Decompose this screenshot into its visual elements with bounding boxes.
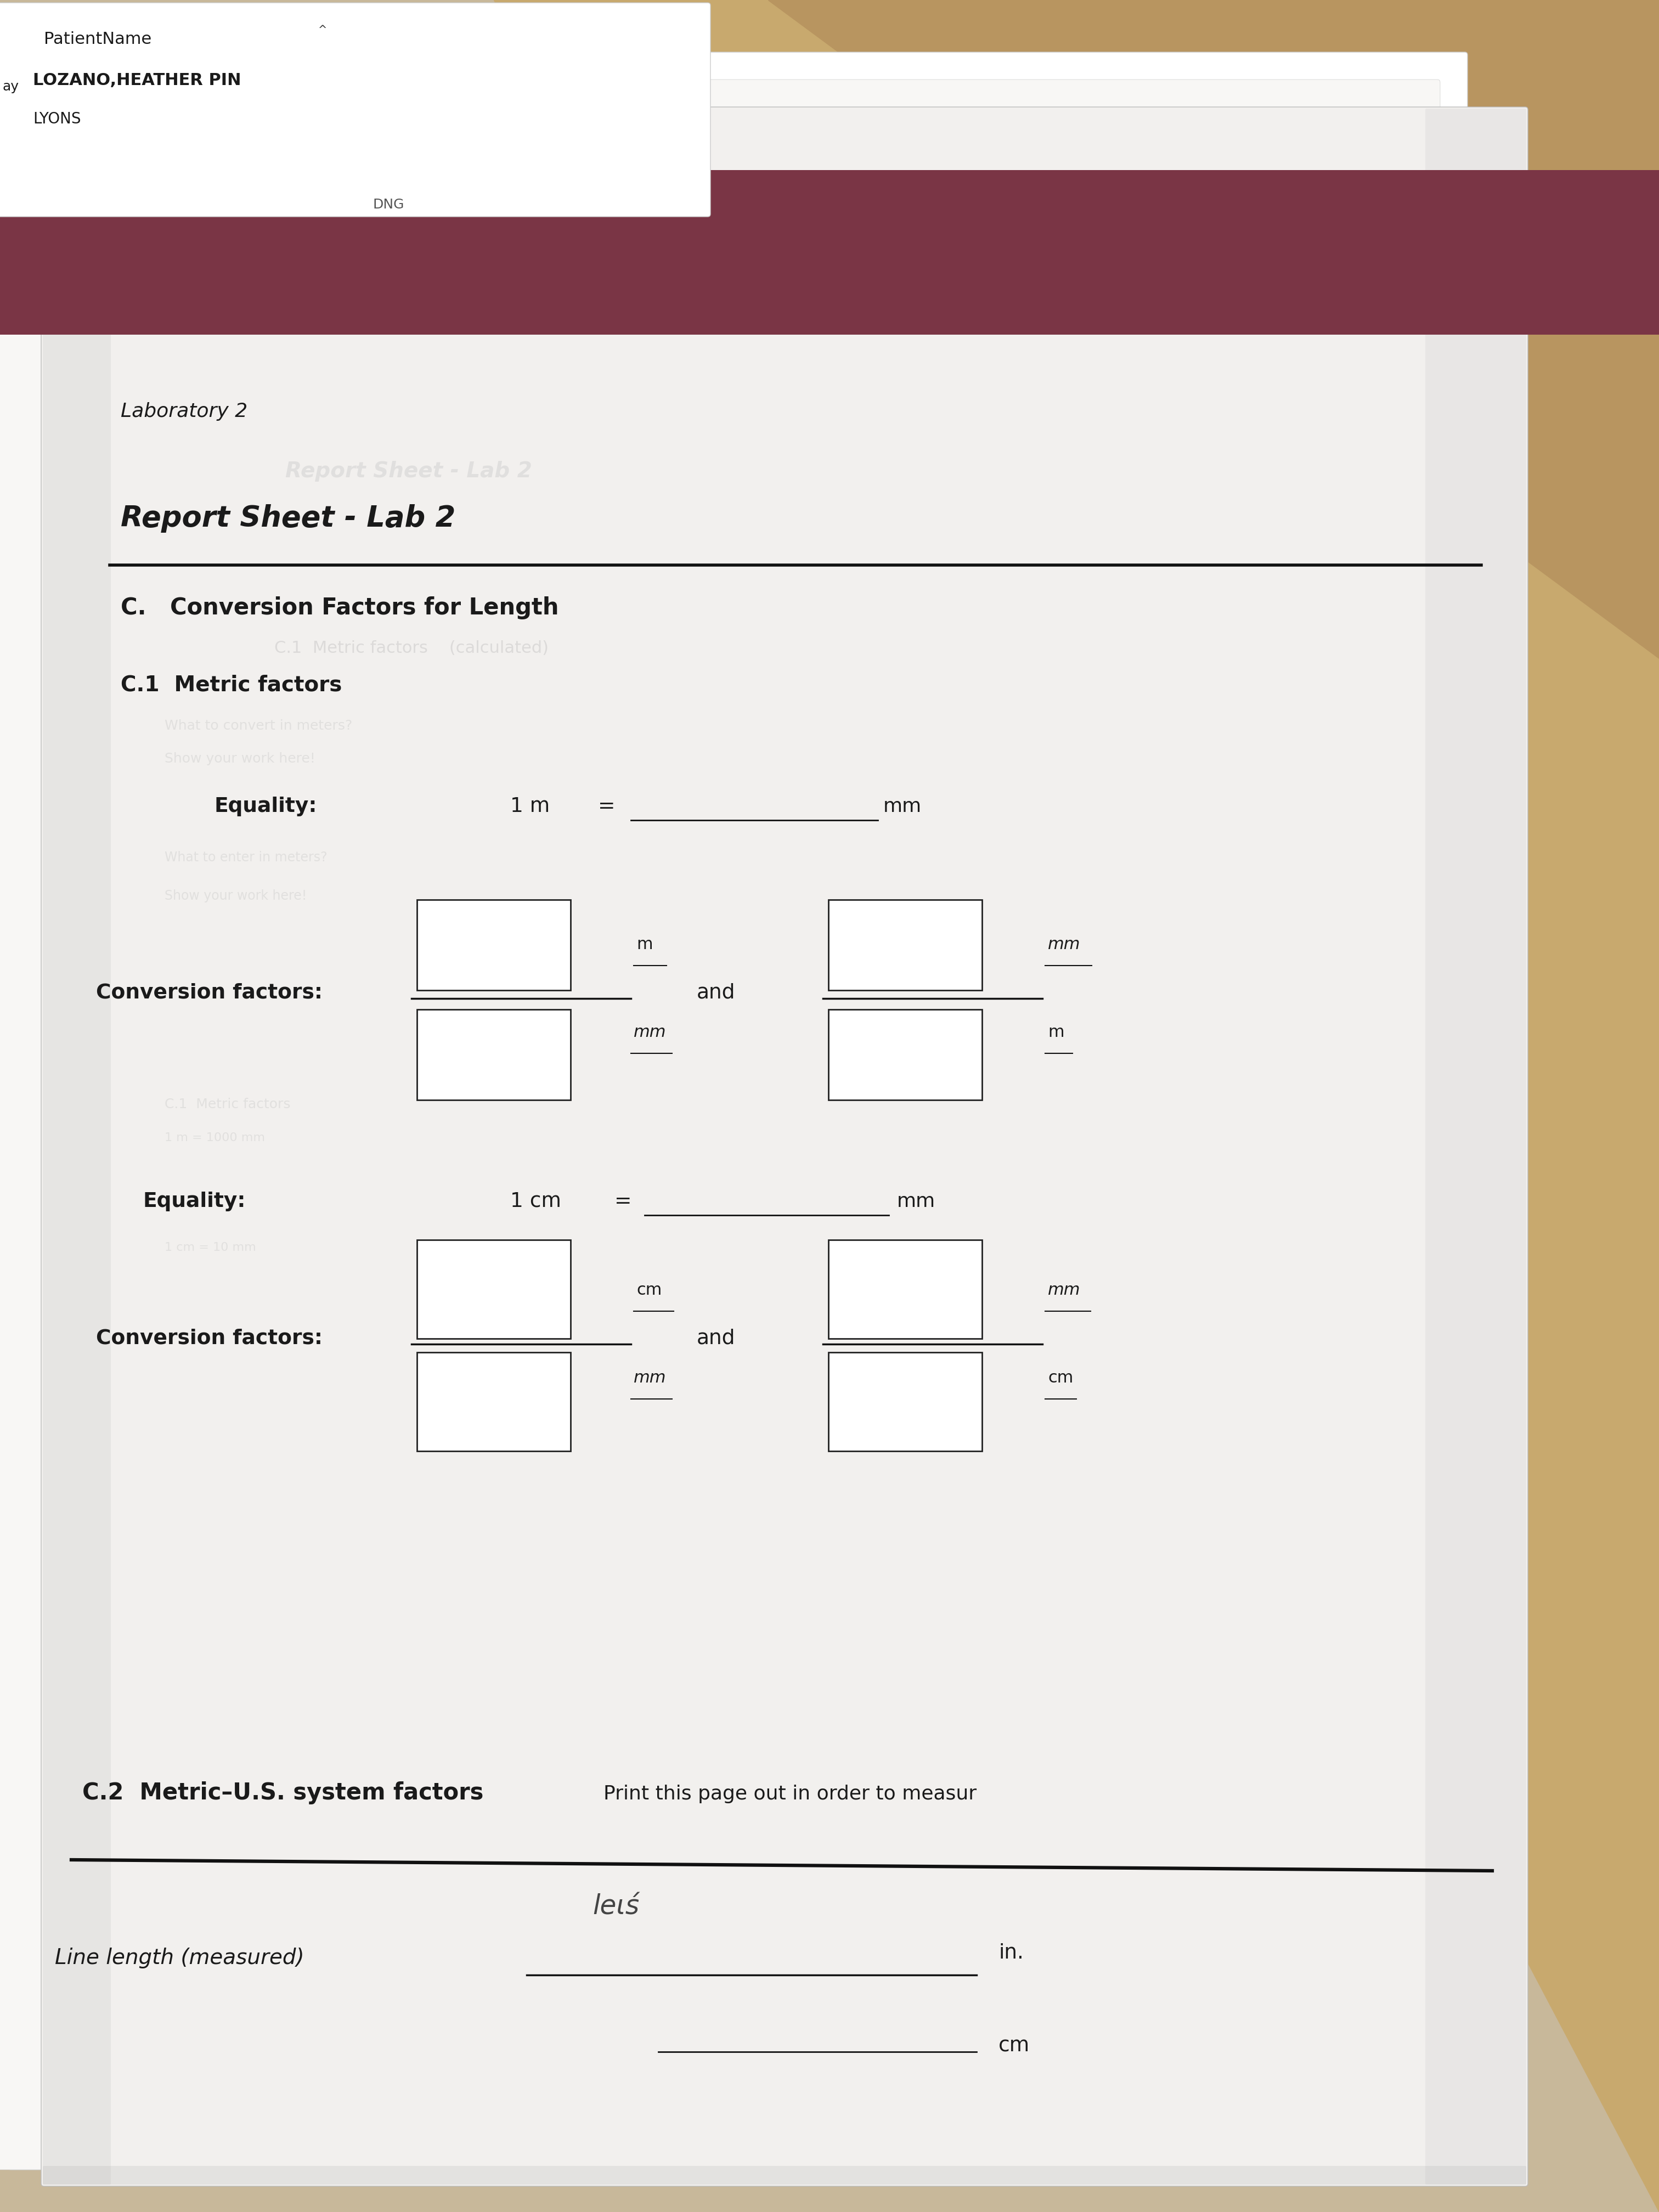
FancyBboxPatch shape (43, 2166, 1526, 2185)
FancyBboxPatch shape (0, 80, 1440, 2170)
Text: cm: cm (999, 2037, 1030, 2057)
Text: LYONS: LYONS (33, 111, 81, 126)
Text: Show your work here!: Show your work here! (164, 889, 307, 902)
Text: ay: ay (3, 80, 20, 93)
Bar (828, 1009, 982, 1099)
Text: cm: cm (1048, 1369, 1073, 1385)
Polygon shape (494, 0, 1659, 2212)
Text: C.2  Metric–U.S. system factors: C.2 Metric–U.S. system factors (83, 1781, 483, 1805)
Text: mm: mm (883, 796, 922, 816)
FancyBboxPatch shape (8, 53, 1468, 2170)
Text: mm: mm (634, 1024, 667, 1040)
FancyBboxPatch shape (0, 170, 1659, 334)
Bar (416, 1009, 571, 1099)
Bar (416, 1241, 571, 1338)
Text: Equality:: Equality: (214, 796, 317, 816)
Text: Show your work here!: Show your work here! (164, 752, 315, 765)
Text: and: and (697, 982, 735, 1002)
Text: Conversion factors:: Conversion factors: (96, 982, 322, 1002)
Text: =: = (597, 796, 615, 816)
Text: mm: mm (634, 1369, 667, 1385)
Text: Conversion factors:: Conversion factors: (96, 1329, 322, 1349)
Text: Line length (measured): Line length (measured) (55, 1947, 304, 1969)
Text: Laboratory 2: Laboratory 2 (121, 403, 247, 420)
Text: ^: ^ (319, 24, 327, 35)
Text: leιś: leιś (592, 1893, 639, 1920)
Text: C.   Conversion Factors for Length: C. Conversion Factors for Length (121, 597, 559, 619)
Text: cm: cm (637, 1283, 662, 1298)
Text: mm: mm (1048, 936, 1080, 953)
FancyBboxPatch shape (41, 106, 1528, 2185)
Text: Report Sheet - Lab 2: Report Sheet - Lab 2 (121, 504, 456, 533)
Text: What to enter in meters?: What to enter in meters? (164, 852, 327, 865)
Bar (828, 900, 982, 991)
Text: What to convert in meters?: What to convert in meters? (164, 719, 352, 732)
Text: DNG: DNG (373, 199, 405, 210)
Bar (416, 900, 571, 991)
Text: and: and (697, 1329, 735, 1349)
Polygon shape (768, 0, 1659, 659)
Text: Print this page out in order to measur: Print this page out in order to measur (604, 1785, 977, 1803)
FancyBboxPatch shape (1425, 108, 1526, 2185)
Text: C.1  Metric factors: C.1 Metric factors (164, 1097, 290, 1110)
Text: in.: in. (999, 1942, 1024, 1962)
Text: Equality:: Equality: (143, 1192, 246, 1212)
Bar (828, 1241, 982, 1338)
Text: C.1  Metric factors    (calculated): C.1 Metric factors (calculated) (274, 639, 549, 657)
Text: =: = (614, 1192, 632, 1212)
Bar (828, 1352, 982, 1451)
Text: 1 m = 1000 mm: 1 m = 1000 mm (164, 1133, 265, 1144)
Text: m: m (1048, 1024, 1063, 1040)
Text: mm: mm (898, 1192, 936, 1210)
FancyBboxPatch shape (0, 2, 710, 217)
Text: m: m (637, 936, 652, 953)
Text: PatientName: PatientName (43, 31, 151, 46)
FancyBboxPatch shape (43, 108, 111, 2185)
Bar (416, 1352, 571, 1451)
Text: 1 cm = 10 mm: 1 cm = 10 mm (164, 1243, 255, 1252)
Text: C.1  Metric factors: C.1 Metric factors (121, 675, 342, 695)
Text: LOZANO,HEATHER PIN: LOZANO,HEATHER PIN (33, 73, 241, 88)
Text: Report Sheet - Lab 2: Report Sheet - Lab 2 (285, 460, 533, 482)
Text: 1 m: 1 m (511, 796, 549, 816)
Text: 1 cm: 1 cm (511, 1192, 561, 1212)
Text: mm: mm (1048, 1283, 1080, 1298)
